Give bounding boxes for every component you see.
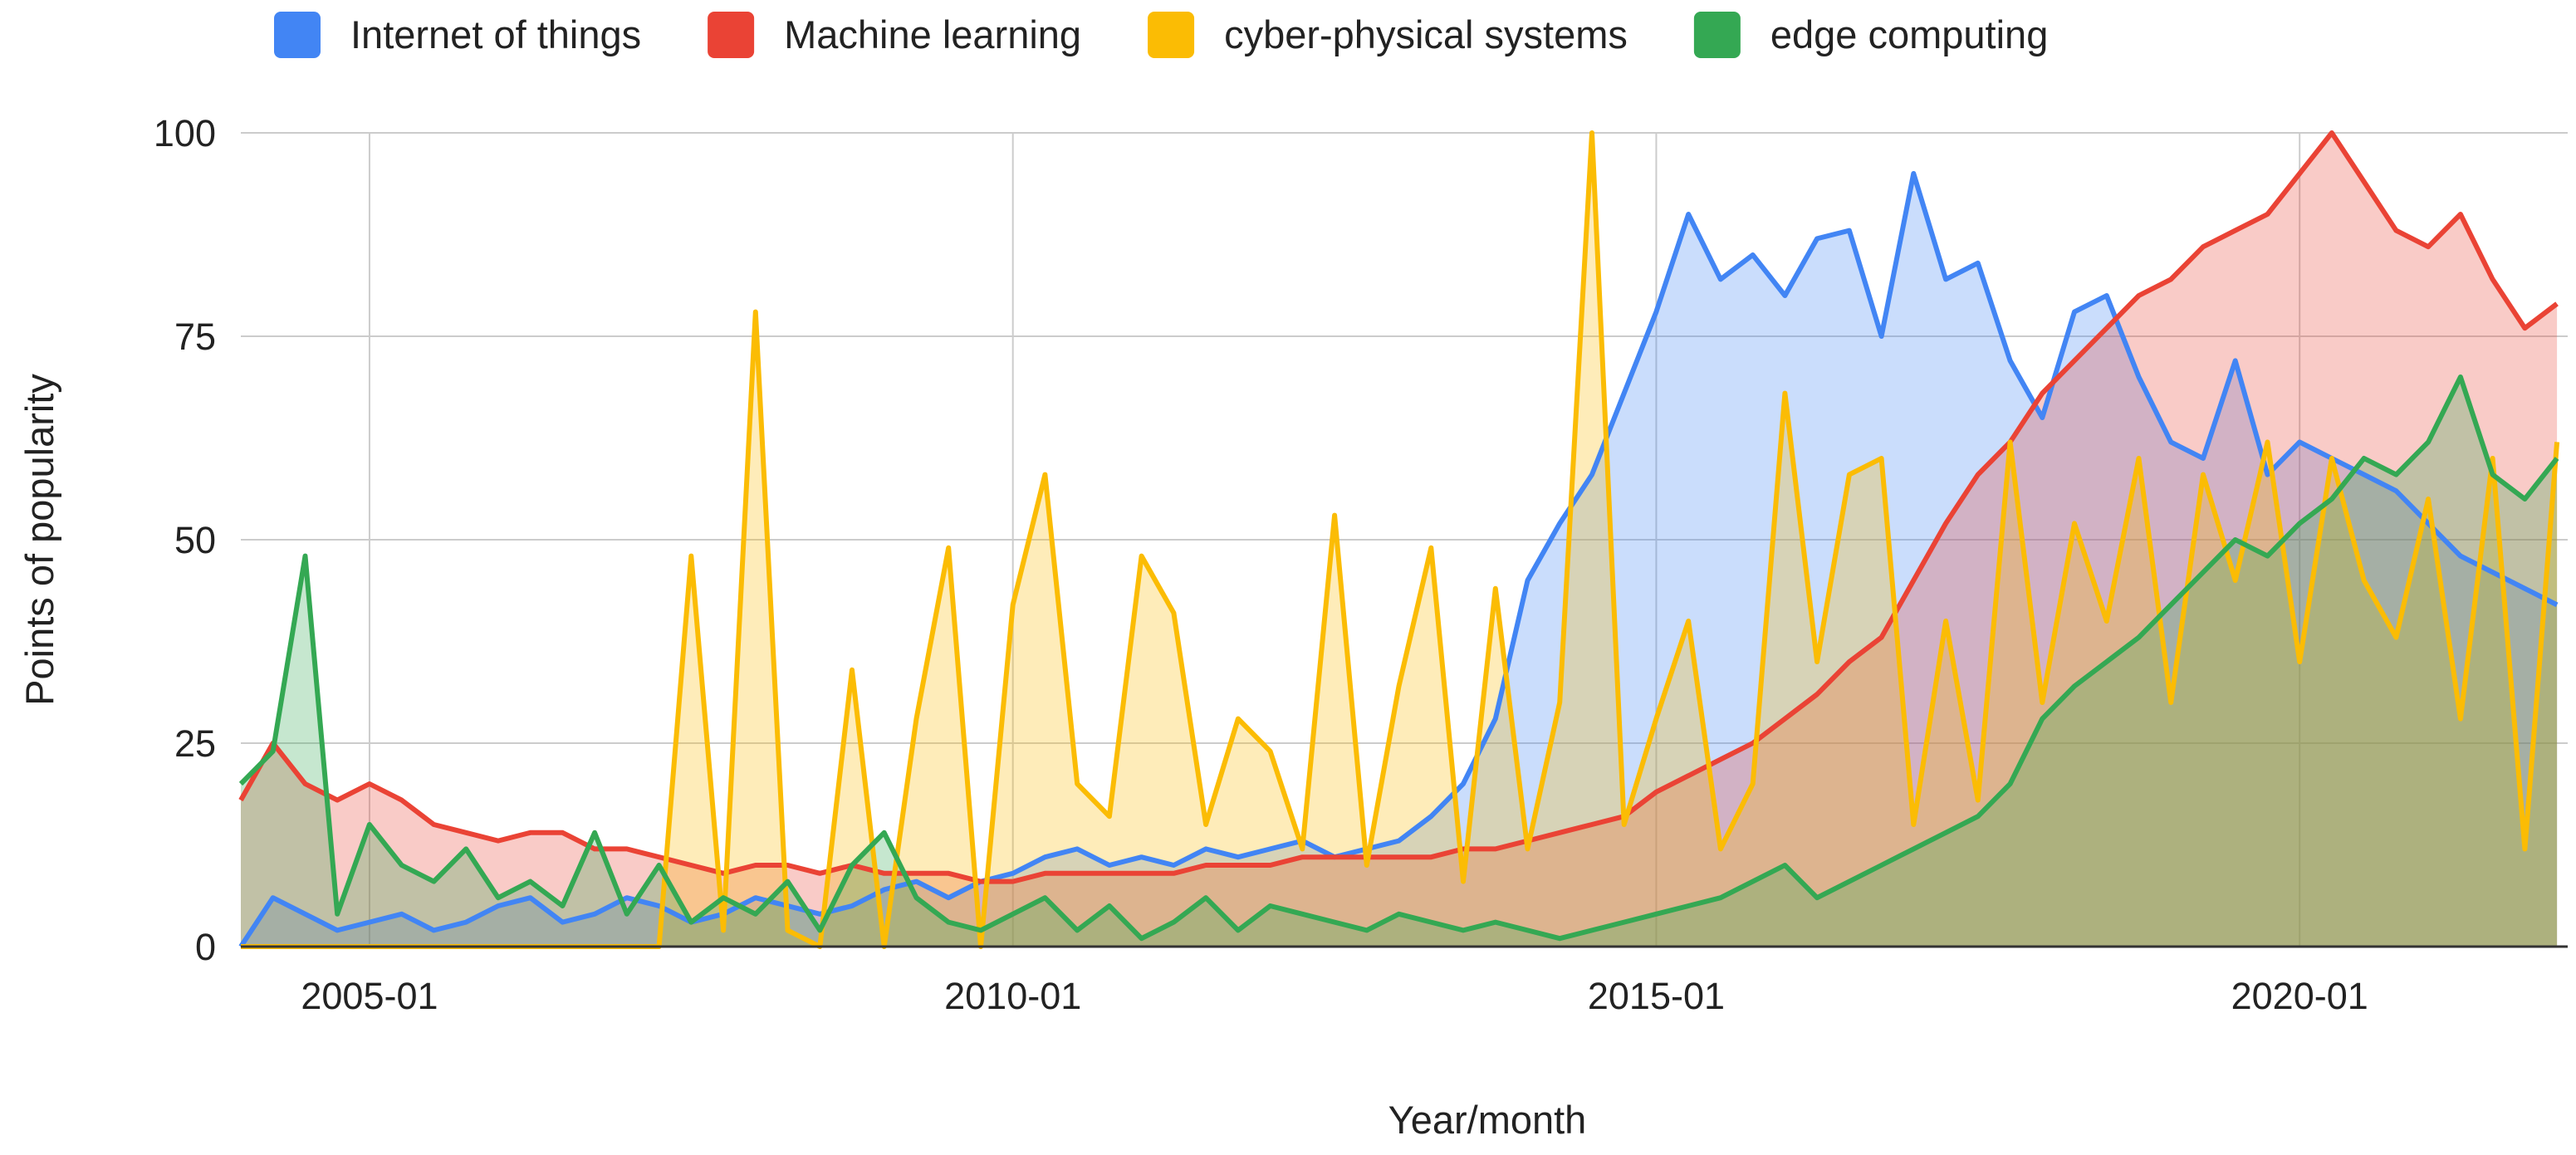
y-tick-label: 75 bbox=[174, 316, 216, 358]
legend-swatch bbox=[274, 12, 321, 58]
legend-label: edge computing bbox=[1770, 12, 2048, 56]
series-line-internet-of-things bbox=[238, 171, 2559, 948]
chart-gridlines bbox=[241, 132, 2568, 947]
legend-item-internet-of-things[interactable]: Internet of things bbox=[274, 12, 641, 58]
x-tick-label: 2015-01 bbox=[1588, 975, 1725, 1017]
y-tick-label: 25 bbox=[174, 722, 216, 765]
series-area-edge-computing bbox=[241, 377, 2558, 947]
legend-swatch bbox=[1148, 12, 1195, 58]
legend-item-machine-learning[interactable]: Machine learning bbox=[708, 12, 1081, 58]
legend-label: cyber-physical systems bbox=[1224, 12, 1628, 56]
legend-item-cyber-physical-systems[interactable]: cyber-physical systems bbox=[1148, 12, 1628, 58]
series-area-machine-learning bbox=[241, 133, 2558, 947]
series-line-machine-learning bbox=[238, 130, 2559, 884]
y-tick-label: 0 bbox=[195, 926, 216, 968]
chart-axes: 0 25 50 75 100 2005-01 2010-01 2015-01 2020-01 bbox=[154, 112, 2568, 1017]
y-tick-label: 50 bbox=[174, 519, 216, 561]
y-axis-title: Points of popularity bbox=[17, 374, 61, 706]
legend-swatch bbox=[708, 12, 755, 58]
series-area-internet-of-things bbox=[241, 174, 2558, 947]
series-area-cyber-physical-systems bbox=[241, 133, 2558, 947]
legend-label: Machine learning bbox=[784, 12, 1081, 56]
series-line-edge-computing bbox=[238, 374, 2559, 942]
x-tick-label: 2020-01 bbox=[2231, 975, 2368, 1017]
chart-legend: Internet of things Machine learning cyber-… bbox=[274, 12, 2048, 58]
x-tick-label: 2010-01 bbox=[944, 975, 1081, 1017]
x-axis-title: Year/month bbox=[1388, 1098, 1587, 1142]
y-tick-label: 100 bbox=[154, 112, 216, 154]
legend-label: Internet of things bbox=[350, 12, 641, 56]
x-tick-label: 2005-01 bbox=[301, 975, 438, 1017]
legend-swatch bbox=[1693, 12, 1741, 58]
legend-item-edge-computing[interactable]: edge computing bbox=[1693, 12, 2048, 58]
